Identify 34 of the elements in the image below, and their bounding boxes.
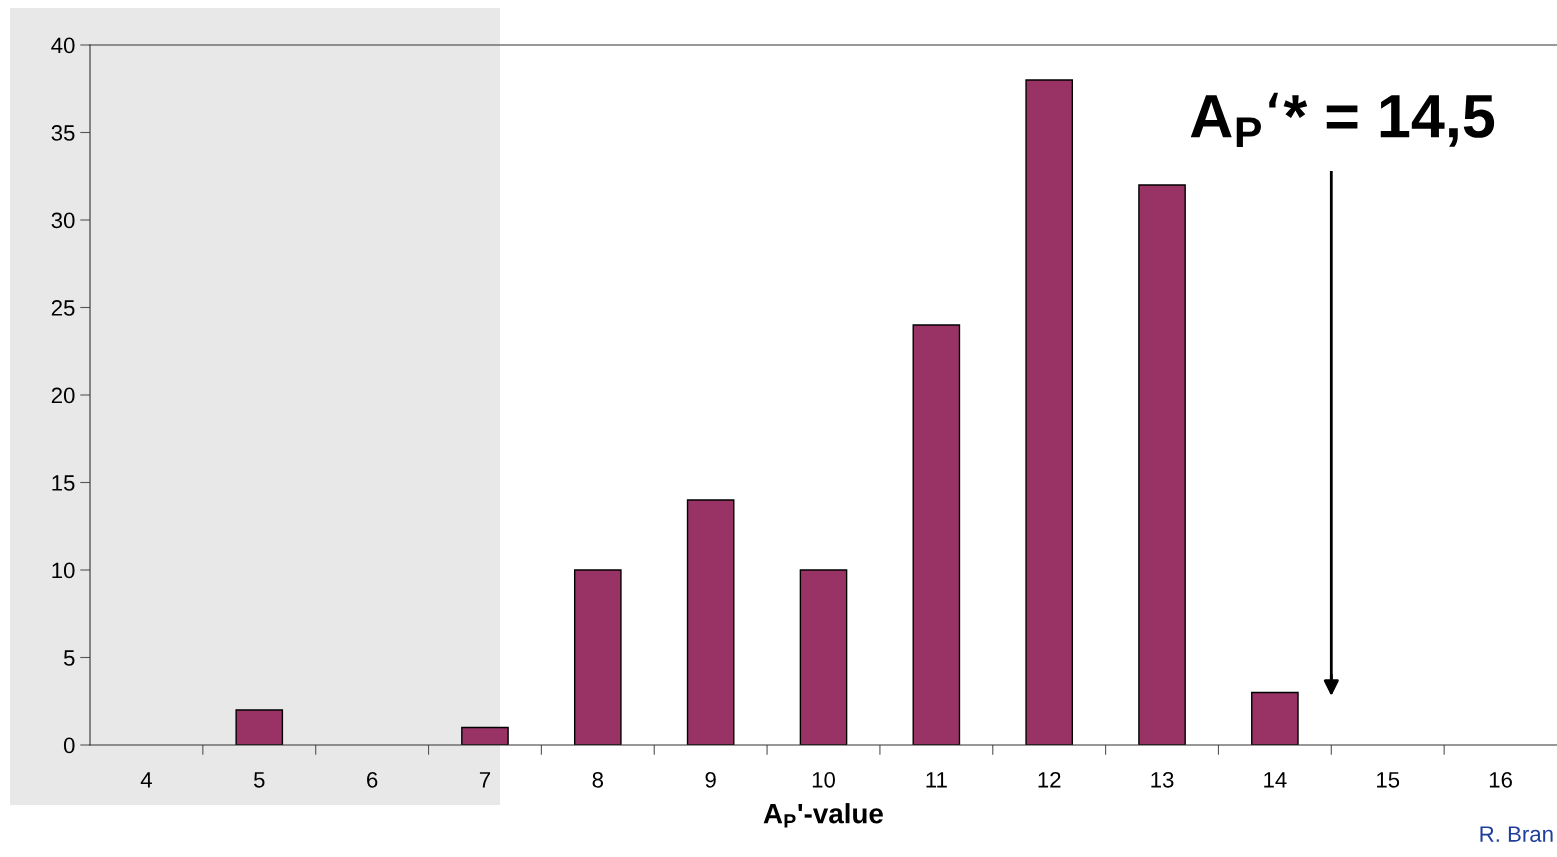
x-tick-label: 14 (1264, 772, 1287, 788)
bar (1251, 691, 1299, 745)
bar (799, 569, 848, 745)
x-tick-label: 11 (926, 772, 947, 788)
text: R. Bran (1480, 826, 1553, 842)
ref-line-label: A$_{P}$‘* = 14,5 (1190, 92, 1495, 147)
x-tick-label: 16 (1489, 771, 1512, 788)
bar (1138, 184, 1186, 745)
y-tick-label: 35 (51, 125, 75, 141)
bar (686, 499, 735, 745)
bar (461, 726, 509, 745)
bar (573, 569, 622, 745)
x-tick-label: 4 (140, 772, 152, 788)
x-tick-label: 8 (592, 771, 604, 788)
x-tick-label: 9 (705, 771, 716, 788)
y-tick-label: 0 (63, 737, 75, 754)
y-tick-label: 30 (51, 212, 75, 229)
x-axis-title: A$_{P}$'-value (763, 803, 883, 828)
y-tick-label: 10 (52, 562, 75, 579)
bar (912, 324, 961, 745)
y-tick-label: 40 (51, 37, 75, 54)
x-tick-label: 15 (1377, 772, 1400, 788)
y-tick-label: 15 (52, 475, 75, 491)
x-tick-label: 7 (479, 772, 491, 788)
bar (235, 709, 284, 745)
bar (1025, 79, 1074, 745)
x-tick-label: 10 (812, 771, 835, 788)
y-tick-label: 5 (63, 650, 75, 666)
x-tick-label: 12 (1038, 771, 1061, 788)
x-tick-label: 6 (367, 771, 378, 788)
y-tick-label: 20 (51, 387, 75, 404)
y-tick-label: 25 (51, 300, 75, 316)
x-tick-label: 5 (253, 772, 265, 788)
x-tick-label: 13 (1151, 771, 1174, 788)
